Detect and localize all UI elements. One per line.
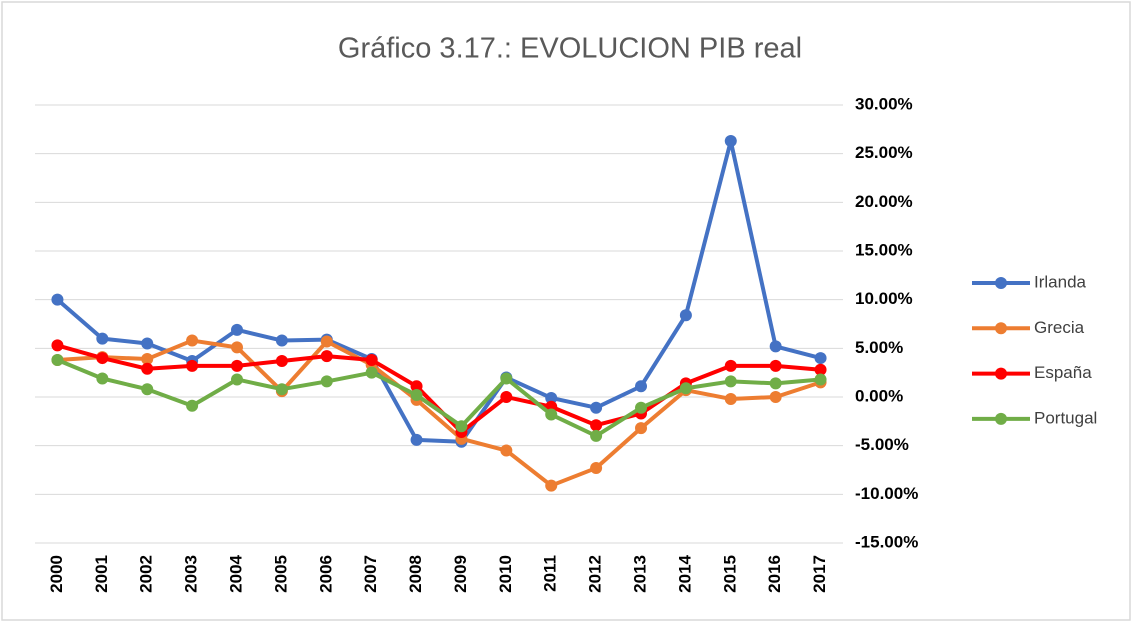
point [590, 429, 603, 442]
point [275, 334, 288, 347]
x-tick-label: 2014 [675, 554, 694, 592]
x-tick-label: 2006 [316, 555, 335, 593]
point [679, 309, 692, 322]
point [320, 350, 333, 363]
point [769, 340, 782, 353]
y-tick-label: 30.00% [855, 94, 913, 113]
x-tick-label: 2012 [586, 555, 605, 593]
point [51, 293, 64, 306]
series-line [56, 358, 821, 438]
x-tick-label: 2017 [810, 555, 829, 593]
point [724, 375, 737, 388]
x-tick-label: 2003 [182, 555, 201, 593]
point [141, 383, 154, 396]
point [320, 375, 333, 388]
point [365, 354, 378, 367]
point [365, 366, 378, 379]
chart-title: Gráfico 3.17.: EVOLUCION PIB real [338, 33, 802, 65]
point [141, 337, 154, 350]
point [96, 332, 109, 345]
legend-label: Portugal [1034, 408, 1097, 427]
point [96, 372, 109, 385]
point [679, 382, 692, 395]
point [769, 377, 782, 390]
legend-label: España [1034, 363, 1092, 382]
legend-label: Irlanda [1034, 272, 1087, 291]
x-tick-label: 2004 [226, 554, 245, 592]
point [186, 399, 199, 412]
point [320, 335, 333, 348]
point [500, 391, 513, 403]
series-line [57, 338, 822, 488]
legend-marker [995, 322, 1007, 335]
point [51, 339, 64, 352]
x-tick-label: 2013 [630, 555, 649, 593]
point [724, 359, 737, 372]
point [231, 323, 243, 336]
point [635, 380, 647, 393]
point [590, 419, 603, 432]
point [545, 391, 558, 404]
point [590, 462, 603, 475]
point [545, 479, 558, 492]
x-tick-label: 2010 [496, 555, 515, 593]
y-tick-label: 25.00% [855, 143, 913, 162]
point [231, 373, 243, 386]
point [410, 380, 423, 393]
point [141, 362, 154, 375]
y-tick-label: -5.00% [855, 435, 909, 454]
legend-marker [995, 367, 1007, 380]
point [141, 353, 154, 366]
point [724, 135, 737, 148]
series-line [56, 139, 822, 444]
y-tick-label: 5.00% [855, 338, 903, 357]
point [410, 389, 423, 402]
point [186, 359, 199, 372]
point [231, 341, 243, 354]
x-tick-label: 2001 [92, 555, 111, 593]
point [186, 334, 199, 347]
x-tick-label: 2005 [271, 555, 290, 593]
y-tick-label: -10.00% [855, 484, 918, 503]
point [814, 373, 827, 386]
x-tick-label: 2008 [406, 555, 425, 593]
point [590, 401, 603, 414]
point [769, 359, 782, 372]
point [275, 354, 288, 367]
y-tick-label: 15.00% [855, 240, 913, 259]
x-tick-label: 2007 [361, 555, 380, 593]
x-tick-label: 2016 [765, 555, 784, 593]
y-tick-label: -15.00% [855, 532, 918, 551]
y-tick-label: 0.00% [855, 386, 903, 405]
point [275, 383, 288, 396]
point [500, 372, 513, 385]
point [635, 401, 647, 414]
legend-marker [995, 412, 1007, 425]
point [455, 420, 468, 433]
legend-marker [995, 277, 1007, 289]
x-tick-label: 2015 [720, 555, 739, 593]
point [545, 408, 558, 421]
point [231, 359, 243, 372]
x-tick-label: 2011 [541, 555, 560, 592]
x-tick-label: 2002 [137, 555, 156, 593]
point [51, 354, 64, 367]
y-tick-label: 20.00% [855, 192, 913, 211]
point [814, 352, 827, 365]
x-tick-label: 2000 [47, 555, 66, 593]
point [410, 433, 423, 446]
point [769, 391, 782, 403]
legend-label: Grecia [1034, 318, 1085, 337]
x-tick-label: 2009 [451, 555, 470, 593]
point [724, 392, 737, 405]
y-tick-label: 10.00% [855, 289, 913, 308]
point [635, 422, 647, 435]
point [500, 444, 513, 457]
point [96, 352, 109, 365]
point [814, 363, 827, 376]
